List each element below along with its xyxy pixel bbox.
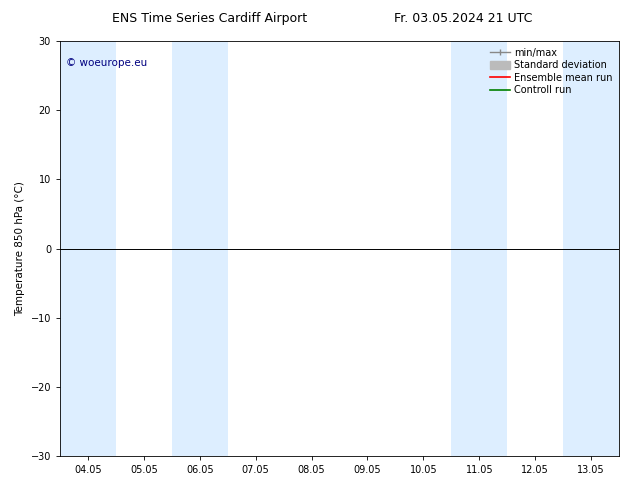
Bar (172, 41, 228, 456)
Bar (563, 41, 619, 456)
Text: Fr. 03.05.2024 21 UTC: Fr. 03.05.2024 21 UTC (394, 12, 532, 25)
Text: ENS Time Series Cardiff Airport: ENS Time Series Cardiff Airport (112, 12, 307, 25)
Legend: min/max, Standard deviation, Ensemble mean run, Controll run: min/max, Standard deviation, Ensemble me… (486, 44, 616, 99)
Bar (60, 41, 116, 456)
Bar (451, 41, 507, 456)
Text: © woeurope.eu: © woeurope.eu (66, 58, 147, 68)
Y-axis label: Temperature 850 hPa (°C): Temperature 850 hPa (°C) (15, 181, 25, 316)
